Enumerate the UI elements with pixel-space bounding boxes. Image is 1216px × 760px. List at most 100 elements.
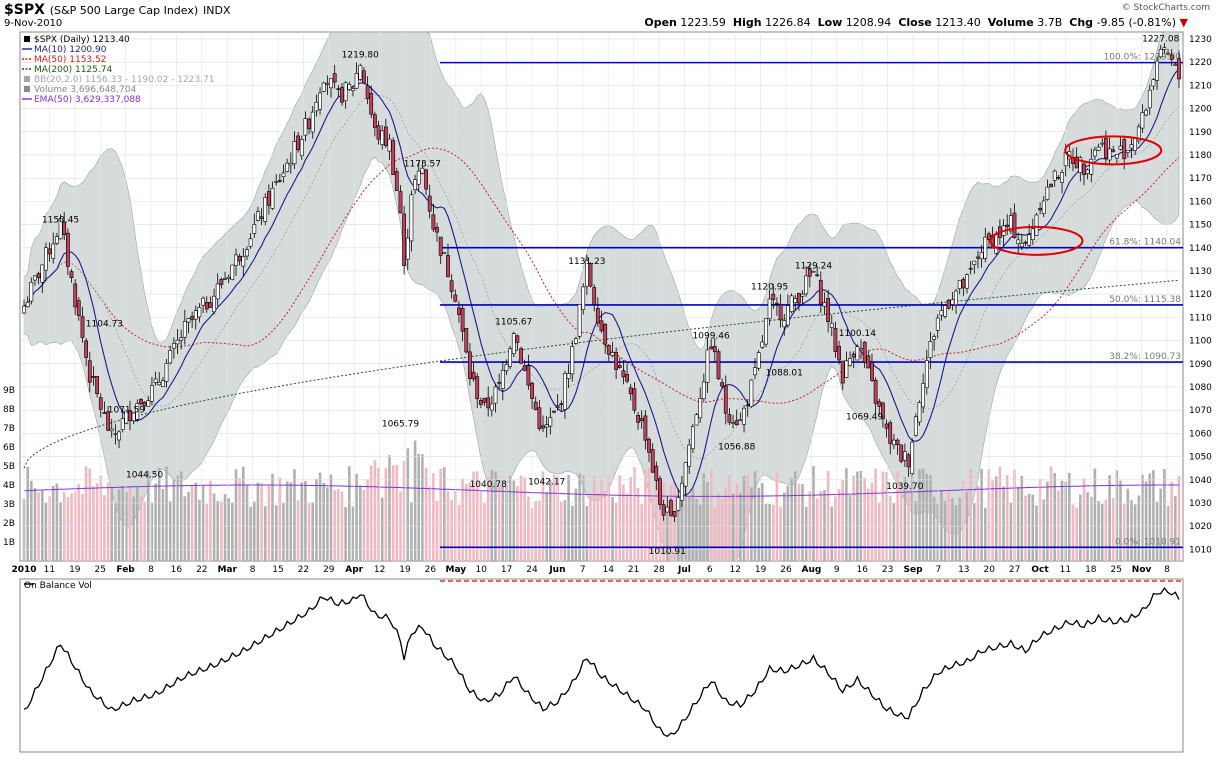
- x-tick-label: Feb: [116, 565, 135, 575]
- volume-bar: [764, 503, 768, 561]
- volume-bar: [1133, 504, 1137, 561]
- volume-bar: [753, 471, 757, 561]
- candle-body: [785, 305, 790, 326]
- volume-bar: [457, 504, 461, 561]
- candle-body: [961, 278, 966, 289]
- candle-body: [511, 333, 516, 355]
- volume-bar: [245, 485, 249, 561]
- volume-bar: [746, 474, 749, 561]
- x-tick-label: Apr: [345, 565, 363, 575]
- volume-bar: [117, 489, 121, 561]
- candle-body: [435, 227, 439, 233]
- volume-bar: [326, 487, 329, 561]
- candle-body: [712, 346, 717, 353]
- price-annotation: 1173.57: [404, 160, 441, 170]
- candle-body: [924, 360, 929, 389]
- volume-bar: [1082, 478, 1086, 561]
- x-tick-label: 6: [707, 565, 713, 575]
- volume-bar: [666, 506, 669, 561]
- candle-body: [358, 65, 363, 80]
- volume-bar: [450, 499, 453, 561]
- candle-body: [398, 191, 403, 214]
- candle-body: [314, 101, 319, 112]
- y-tick-label: 1050: [1189, 453, 1212, 463]
- candle-body: [1008, 215, 1013, 232]
- volume-bar: [1177, 476, 1181, 561]
- volume-bar: [611, 497, 614, 561]
- volume-bar: [1042, 499, 1046, 561]
- volume-bar: [172, 478, 176, 561]
- y-tick-label: 1130: [1189, 267, 1212, 277]
- volume-bar: [26, 466, 29, 561]
- candle-body: [438, 236, 443, 256]
- volume-tick-label: 5B: [3, 462, 15, 472]
- volume-bar: [472, 471, 475, 561]
- x-tick-label: 19: [755, 565, 767, 575]
- volume-bar: [1148, 473, 1152, 561]
- volume-bar: [1031, 494, 1035, 561]
- volume-bar: [512, 480, 516, 561]
- volume-bar: [271, 473, 274, 561]
- candle-body: [552, 410, 556, 413]
- volume-bar: [256, 482, 260, 561]
- volume-bar: [856, 471, 859, 561]
- x-tick-label: Jul: [677, 565, 691, 575]
- candle-body: [76, 300, 81, 317]
- candle-body: [873, 379, 878, 404]
- candle-body: [102, 412, 107, 414]
- x-tick-label: 11: [44, 565, 55, 575]
- volume-bar: [30, 480, 33, 561]
- candle-body: [716, 351, 721, 380]
- candle-body: [614, 351, 619, 370]
- candle-body: [332, 73, 337, 83]
- candle-body: [493, 386, 498, 404]
- volume-bar: [1016, 486, 1020, 561]
- x-tick-label: 11: [1060, 565, 1071, 575]
- price-annotation: 1150.45: [42, 215, 79, 225]
- candle-body: [1030, 228, 1035, 240]
- chg-label: Chg: [1069, 16, 1094, 29]
- volume-bar: [267, 485, 271, 561]
- candle-body: [679, 482, 684, 501]
- candle-body: [277, 180, 282, 182]
- candle-body: [555, 405, 560, 408]
- candle-body: [475, 376, 480, 400]
- volume-bar: [1104, 499, 1108, 561]
- volume-bar: [581, 475, 585, 561]
- volume-value: 3.7B: [1037, 16, 1063, 29]
- volume-bar: [1100, 503, 1104, 561]
- candle-body: [628, 387, 633, 395]
- candle-body: [486, 397, 491, 409]
- ma200-line: [23, 279, 1180, 469]
- candle-body: [142, 401, 147, 407]
- candle-body: [1060, 172, 1064, 183]
- candle-body: [796, 292, 801, 304]
- legend-entry: EMA(50) 3,629,337,088: [34, 95, 141, 105]
- candle-body: [672, 510, 677, 517]
- candle-body: [1169, 54, 1174, 60]
- volume-bar: [483, 502, 486, 561]
- candle-body: [1005, 224, 1010, 227]
- candle-body: [387, 138, 392, 152]
- candle-body: [87, 360, 92, 383]
- volume-bar: [991, 480, 994, 561]
- x-tick-label: Jun: [548, 565, 565, 575]
- volume-bar: [114, 503, 117, 561]
- volume-bar: [984, 507, 987, 561]
- legend-swatch: [24, 86, 30, 92]
- x-tick-label: 24: [526, 565, 538, 575]
- candle-body: [910, 441, 915, 474]
- volume-bar: [918, 469, 921, 561]
- candle-body: [928, 341, 933, 358]
- volume-bar: [614, 502, 618, 561]
- candle-body: [935, 317, 940, 331]
- volume-bar: [644, 469, 647, 561]
- candle-body: [1115, 154, 1119, 159]
- candle-body: [976, 256, 980, 259]
- volume-bar: [731, 493, 735, 561]
- volume-bar: [333, 490, 336, 561]
- volume-bar: [1005, 475, 1009, 561]
- candle-body: [223, 277, 227, 280]
- volume-bar: [848, 495, 852, 561]
